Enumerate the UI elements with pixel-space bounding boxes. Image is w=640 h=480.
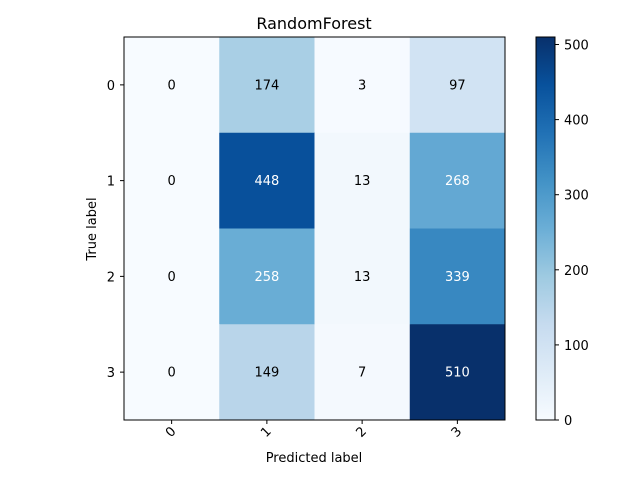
cell-value-label: 339 <box>445 270 470 285</box>
y-axis-ticks: 0 1 2 3 <box>107 79 124 381</box>
heatmap-cell <box>314 228 411 325</box>
cell-value-label: 13 <box>354 270 371 285</box>
x-tick-label: 2 <box>353 424 369 440</box>
heatmap-cell <box>409 37 506 134</box>
colorbar-tick-label: 300 <box>564 189 589 204</box>
colorbar-tick-label: 400 <box>564 114 589 129</box>
y-tick-label: 0 <box>107 79 115 94</box>
y-tick-label: 1 <box>107 175 115 190</box>
cell-value-label: 7 <box>358 366 366 381</box>
colorbar-tick-label: 500 <box>564 39 589 54</box>
heatmap-cell <box>314 324 411 421</box>
y-tick-label: 3 <box>107 366 115 381</box>
cell-value-label: 510 <box>445 366 470 381</box>
y-tick-label: 2 <box>107 270 115 285</box>
colorbar-tick-label: 0 <box>564 414 572 429</box>
colorbar-tick-label: 200 <box>564 264 589 279</box>
heatmap-frame <box>123 36 506 421</box>
colorbar-ticks: 0 100 200 300 400 500 <box>555 39 589 429</box>
heatmap-cell <box>124 324 220 421</box>
cell-value-label: 3 <box>358 78 366 93</box>
heatmap-cell <box>219 228 315 325</box>
cell-value-label: 13 <box>354 174 371 189</box>
y-axis-label: True label <box>85 197 100 261</box>
chart-title: RandomForest <box>256 14 371 33</box>
x-axis-label: Predicted label <box>266 451 363 466</box>
x-tick-label: 3 <box>449 424 465 440</box>
cell-value-label: 0 <box>167 174 175 189</box>
cell-value-label: 174 <box>254 78 279 93</box>
colorbar <box>535 36 556 421</box>
x-axis-ticks: 0 1 2 3 <box>163 420 465 441</box>
heatmap-cell <box>124 37 220 134</box>
heatmap-cell <box>219 132 315 229</box>
cell-value-label: 97 <box>449 78 466 93</box>
colorbar-tick-label: 100 <box>564 339 589 354</box>
heatmap-cell <box>219 37 315 134</box>
heatmap-cell <box>409 228 506 325</box>
cell-value-label: 0 <box>167 270 175 285</box>
heatmap-cell <box>124 228 220 325</box>
heatmap-cell <box>409 132 506 229</box>
x-tick-label: 0 <box>163 424 179 440</box>
heatmap-cell <box>314 132 411 229</box>
heatmap-cell <box>314 37 411 134</box>
cell-value-label: 258 <box>254 270 279 285</box>
heatmap-cell <box>219 324 315 421</box>
cell-value-label: 0 <box>167 366 175 381</box>
heatmap-cell-labels: 0 174 3 97 0 448 13 268 0 258 13 339 0 149 7 510 <box>167 78 469 380</box>
x-tick-label: 1 <box>258 424 274 440</box>
heatmap-cell <box>124 132 220 229</box>
cell-value-label: 448 <box>254 174 279 189</box>
heatmap-cells <box>124 37 506 421</box>
heatmap-cell <box>409 324 506 421</box>
cell-value-label: 149 <box>254 366 279 381</box>
cell-value-label: 268 <box>445 174 470 189</box>
cell-value-label: 0 <box>167 78 175 93</box>
